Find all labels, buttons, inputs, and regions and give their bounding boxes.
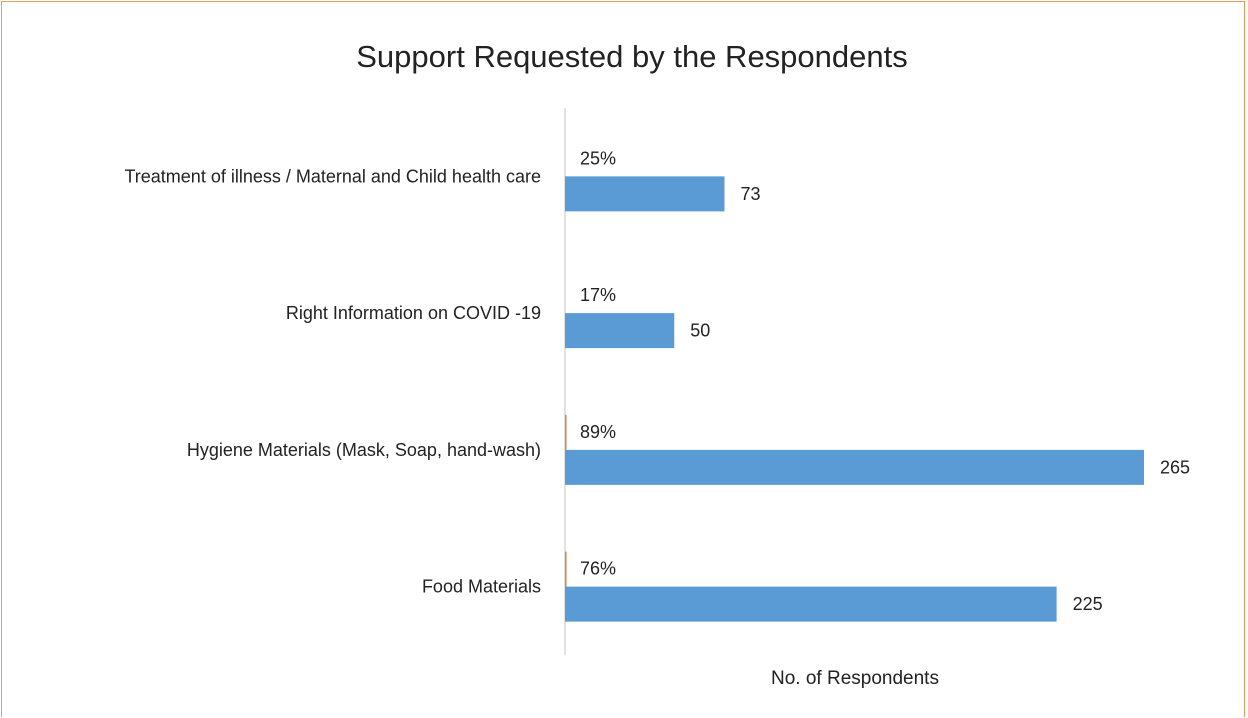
respondents-label: 265 bbox=[1160, 457, 1190, 477]
bar-respondents bbox=[565, 176, 725, 212]
bar-respondents bbox=[565, 313, 675, 349]
x-axis-title: No. of Respondents bbox=[771, 668, 939, 689]
respondents-label: 225 bbox=[1073, 594, 1103, 614]
respondents-label: 73 bbox=[740, 184, 760, 204]
percent-label: 17% bbox=[580, 285, 616, 305]
bar-percent bbox=[565, 414, 567, 450]
respondents-label: 50 bbox=[690, 321, 710, 341]
category-label: Hygiene Materials (Mask, Soap, hand-wash… bbox=[187, 440, 541, 460]
bar-respondents bbox=[565, 449, 1144, 485]
bar-percent bbox=[565, 551, 567, 587]
chart-marks: Treatment of illness / Maternal and Chil… bbox=[124, 148, 1190, 622]
percent-label: 89% bbox=[580, 422, 616, 442]
chart-title: Support Requested by the Respondents bbox=[356, 39, 908, 74]
percent-label: 25% bbox=[580, 148, 616, 168]
category-label: Food Materials bbox=[422, 577, 541, 597]
bar-respondents bbox=[565, 586, 1057, 622]
category-label: Right Information on COVID -19 bbox=[286, 303, 541, 323]
percent-label: 76% bbox=[580, 559, 616, 579]
category-label: Treatment of illness / Maternal and Chil… bbox=[124, 166, 541, 186]
